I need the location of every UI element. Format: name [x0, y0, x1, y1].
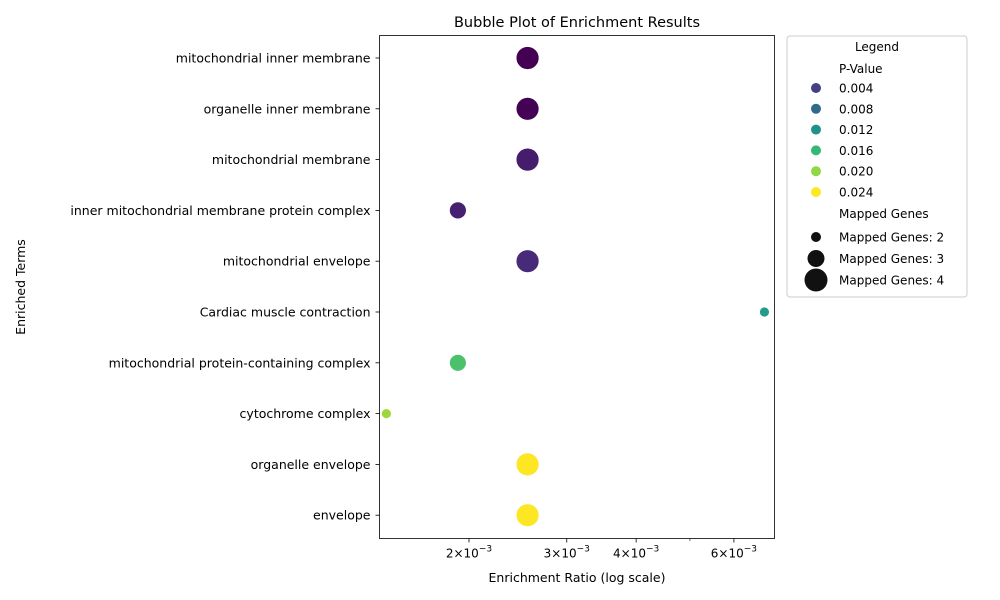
y-axis-ticks: mitochondrial inner membrane organelle in… — [70, 51, 380, 523]
x-axis-ticks: 2×10−3 3×10−3 4×10−3 6×10−3 — [446, 538, 757, 561]
legend-title: Legend — [855, 40, 899, 54]
bubble-point — [515, 46, 540, 70]
legend-pvalue-title: P-Value — [839, 62, 883, 76]
legend-size-label: Mapped Genes: 4 — [839, 274, 944, 288]
x-axis-label: Enrichment Ratio (log scale) — [489, 570, 666, 585]
bubble-point — [515, 96, 540, 121]
legend-size-entries: Mapped Genes: 2 Mapped Genes: 3 Mapped Gen… — [804, 231, 944, 292]
legend-color-label: 0.016 — [839, 144, 873, 158]
legend-color-entries: 0.004 0.008 0.012 0.016 0.020 0.024 — [811, 82, 873, 200]
y-tick-label: organelle envelope — [251, 457, 371, 472]
legend-size-marker — [811, 232, 821, 242]
y-tick-label: Cardiac muscle contraction — [200, 305, 371, 320]
legend-color-marker — [811, 103, 821, 114]
legend-color-marker — [811, 166, 821, 177]
y-axis-label: Enriched Terms — [13, 239, 28, 335]
y-tick-label: mitochondrial protein-containing complex — [109, 355, 371, 370]
legend-color-label: 0.020 — [839, 165, 873, 179]
chart-title: Bubble Plot of Enrichment Results — [454, 15, 700, 31]
legend-genes-title: Mapped Genes — [839, 207, 929, 221]
plot-area — [379, 35, 775, 539]
legend-size-marker — [804, 268, 828, 292]
legend-color-marker — [811, 145, 821, 156]
bubble-point — [448, 201, 467, 220]
legend-color-label: 0.024 — [839, 186, 873, 200]
y-tick-label: organelle inner membrane — [204, 101, 371, 116]
legend-frame — [786, 35, 968, 298]
y-tick-label: inner mitochondrial membrane protein com… — [70, 203, 370, 218]
bubble-point — [448, 353, 467, 372]
y-tick-label: mitochondrial membrane — [212, 152, 371, 167]
x-tick-label: 2×10−3 — [446, 545, 492, 561]
y-tick-label: mitochondrial inner membrane — [176, 51, 371, 66]
legend: Legend P-Value 0.004 0.008 0.012 0.016 0.020… — [786, 35, 968, 298]
bubble-point — [515, 249, 540, 274]
bubble-point — [759, 306, 770, 318]
legend-size-label: Mapped Genes: 3 — [839, 252, 944, 266]
y-tick-label: cytochrome complex — [240, 406, 371, 421]
bubble-series — [380, 46, 770, 528]
legend-color-label: 0.012 — [839, 123, 873, 137]
legend-size-marker — [807, 250, 825, 267]
legend-color-marker — [811, 187, 821, 197]
bubble-point — [515, 147, 540, 172]
legend-color-marker — [811, 124, 821, 135]
bubble-point — [515, 452, 540, 477]
x-tick-label: 6×10−3 — [711, 545, 757, 561]
y-tick-label: envelope — [313, 508, 371, 523]
x-tick-label: 4×10−3 — [613, 545, 659, 561]
legend-color-label: 0.008 — [839, 102, 873, 116]
legend-size-label: Mapped Genes: 2 — [839, 231, 944, 245]
x-tick-label: 3×10−3 — [544, 545, 590, 561]
legend-color-label: 0.004 — [839, 82, 873, 96]
y-tick-label: mitochondrial envelope — [223, 254, 371, 269]
bubble-point — [515, 503, 540, 528]
legend-color-marker — [811, 83, 821, 93]
bubble-point — [380, 408, 392, 420]
